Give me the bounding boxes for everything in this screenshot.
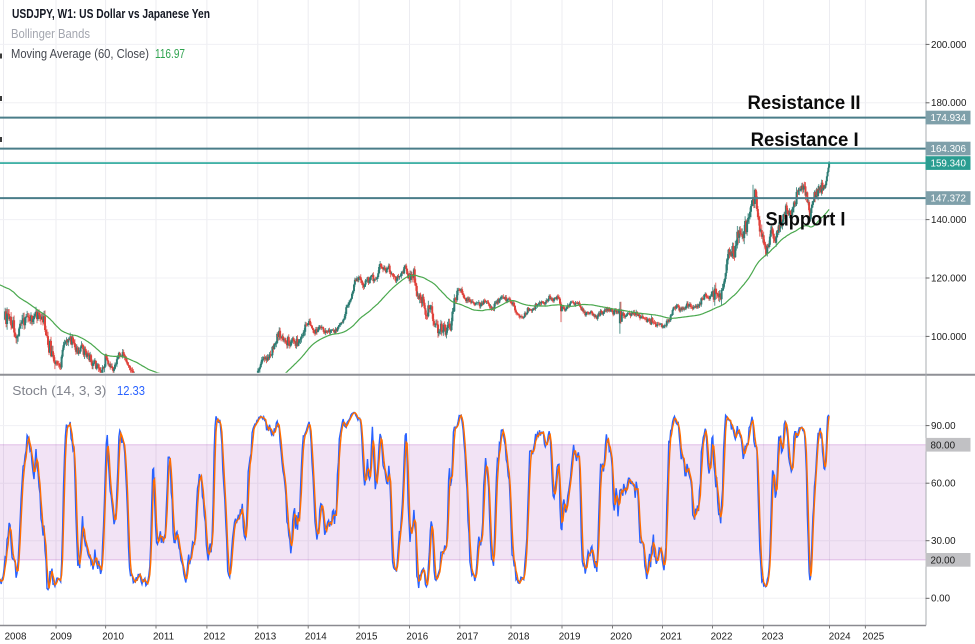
svg-text:2025: 2025: [862, 632, 884, 643]
svg-text:2014: 2014: [305, 632, 327, 643]
svg-text:180.000: 180.000: [931, 98, 967, 109]
svg-text:20.00: 20.00: [931, 555, 956, 566]
svg-text:200.000: 200.000: [931, 40, 967, 51]
svg-text:2024: 2024: [829, 632, 851, 643]
svg-text:12.33: 12.33: [117, 384, 145, 398]
svg-text:2009: 2009: [50, 632, 72, 643]
svg-text:90.00: 90.00: [931, 421, 956, 432]
svg-text:120.000: 120.000: [931, 273, 967, 284]
svg-text:164.306: 164.306: [931, 144, 967, 155]
svg-text:Moving Average (60, Close): Moving Average (60, Close): [11, 47, 149, 61]
svg-text:2017: 2017: [457, 632, 479, 643]
svg-text:174.934: 174.934: [931, 113, 967, 124]
svg-text:2022: 2022: [711, 632, 733, 643]
svg-text:2020: 2020: [610, 632, 632, 643]
svg-text:Support I: Support I: [766, 208, 846, 230]
svg-text:30.00: 30.00: [931, 536, 956, 547]
svg-text:USDJPY, W1: US Dollar vs Japan: USDJPY, W1: US Dollar vs Japanese Yen: [12, 7, 210, 21]
svg-text:0.00: 0.00: [931, 594, 951, 605]
svg-text:2011: 2011: [153, 632, 174, 643]
svg-text:2018: 2018: [508, 632, 530, 643]
svg-text:2019: 2019: [559, 632, 581, 643]
svg-text:2023: 2023: [762, 632, 784, 643]
svg-text:100.000: 100.000: [931, 332, 967, 343]
svg-text:Stoch (14, 3, 3): Stoch (14, 3, 3): [12, 384, 106, 398]
svg-text:2013: 2013: [254, 632, 276, 643]
svg-text:2015: 2015: [356, 632, 378, 643]
svg-text:2016: 2016: [406, 632, 428, 643]
svg-text:2010: 2010: [102, 632, 124, 643]
svg-text:2012: 2012: [204, 632, 226, 643]
svg-text:116.97: 116.97: [155, 47, 185, 61]
svg-text:Resistance II: Resistance II: [748, 92, 861, 114]
svg-text:60.00: 60.00: [931, 479, 956, 490]
svg-text:159.340: 159.340: [931, 159, 967, 170]
svg-text:140.000: 140.000: [931, 215, 967, 226]
svg-text:2021: 2021: [660, 632, 682, 643]
svg-text:80.00: 80.00: [931, 440, 956, 451]
svg-text:Bollinger Bands: Bollinger Bands: [11, 27, 90, 41]
svg-text:147.372: 147.372: [931, 194, 966, 205]
svg-text:2008: 2008: [5, 632, 27, 643]
svg-text:Resistance I: Resistance I: [751, 129, 859, 151]
